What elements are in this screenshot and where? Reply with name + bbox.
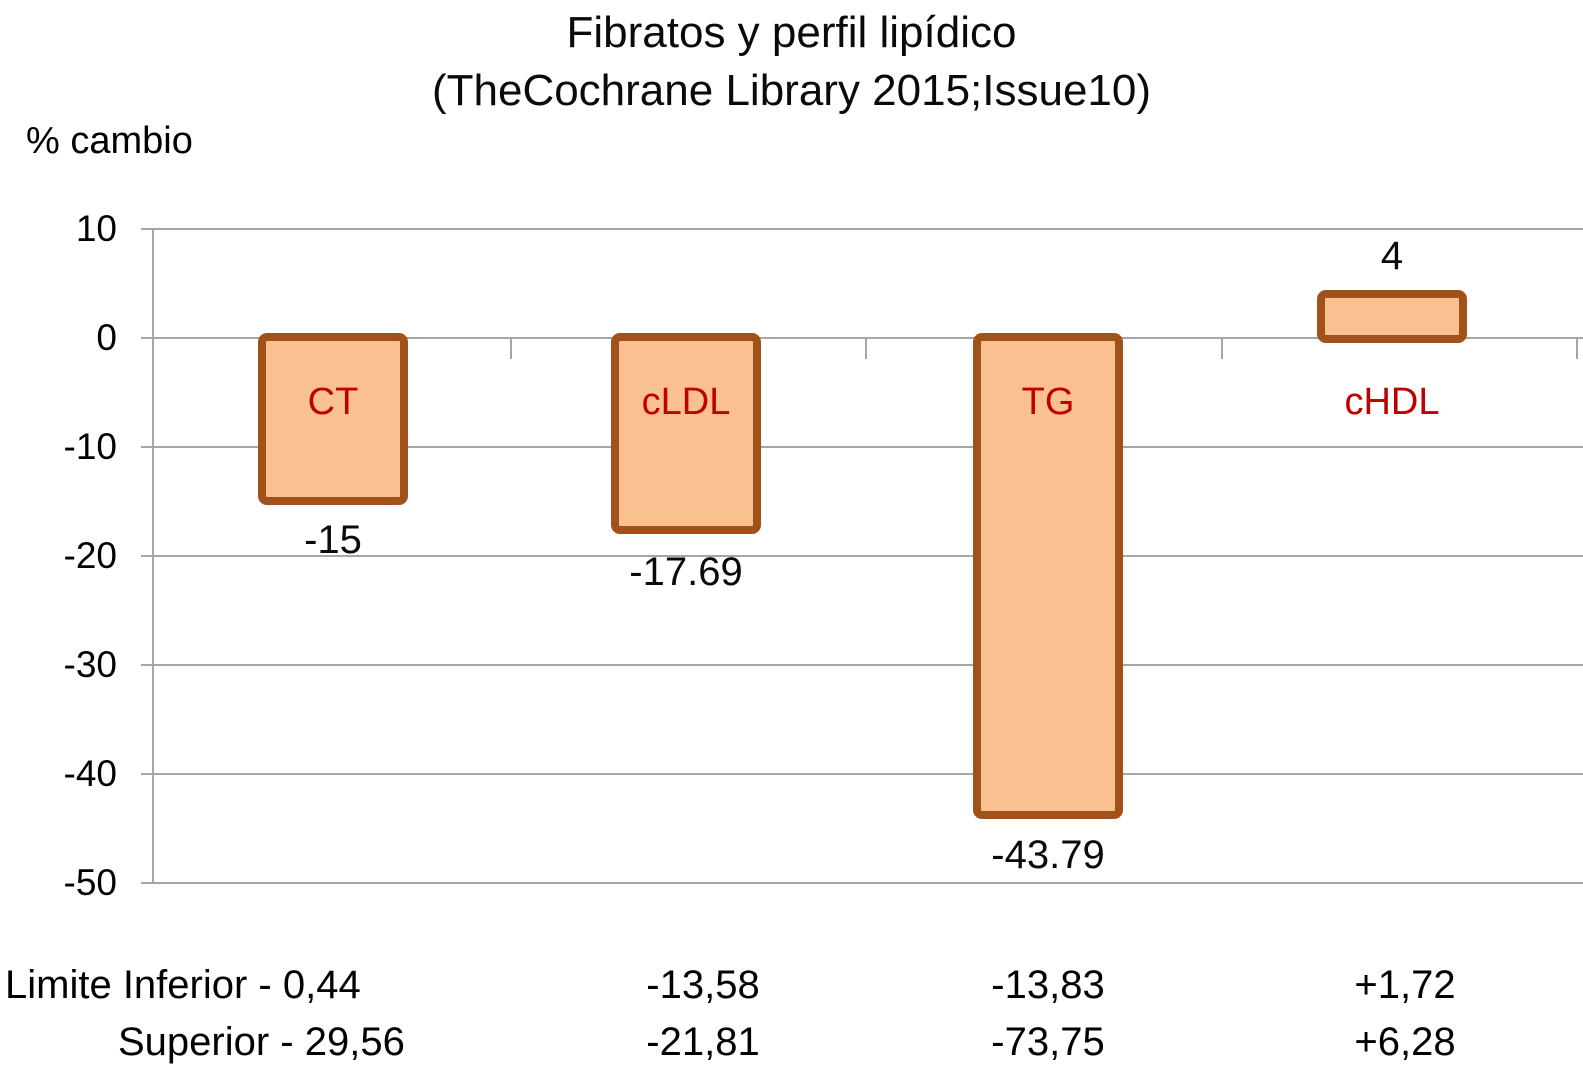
footer-superior-cldl: -21,81 [646, 1020, 760, 1064]
value-label-tg: -43.79 [991, 833, 1105, 877]
gridline-minus50 [141, 882, 1583, 884]
x-axis-tick-1 [510, 339, 512, 359]
footer-inferior-chdl: +1,72 [1354, 963, 1456, 1007]
chart-title-line2: (TheCochrane Library 2015;Issue10) [431, 66, 1152, 115]
gridline-0 [141, 337, 1583, 339]
bar-ct [258, 333, 408, 505]
footer-limite-inferior-label: Limite Inferior - 0,44 [5, 963, 361, 1007]
bar-cldl [611, 333, 761, 534]
footer-superior-tg: -73,75 [991, 1020, 1105, 1064]
y-tick-label-minus40: -40 [63, 753, 117, 794]
y-tick-label-minus50: -50 [63, 862, 117, 903]
chart-title-line1: Fibratos y perfil lipídico [566, 8, 1017, 57]
bar-chdl [1317, 290, 1467, 343]
value-label-ct: -15 [304, 518, 362, 562]
footer-superior-label: Superior - 29,56 [118, 1020, 405, 1064]
value-label-cldl: -17.69 [629, 550, 743, 594]
value-label-chdl: 4 [1380, 234, 1404, 278]
gridline-minus30 [141, 664, 1583, 666]
y-tick-label-10: 10 [75, 208, 117, 249]
category-label-tg: TG [1021, 381, 1075, 423]
gridline-minus40 [141, 773, 1583, 775]
x-axis-tick-4 [1576, 339, 1578, 359]
y-axis-line [152, 228, 154, 884]
y-axis-title: % cambio [26, 120, 193, 162]
y-tick-label-minus30: -30 [63, 644, 117, 685]
category-label-cldl: cLDL [641, 381, 731, 423]
footer-superior-chdl: +6,28 [1354, 1020, 1456, 1064]
category-label-chdl: cHDL [1344, 381, 1440, 423]
bar-tg [973, 333, 1123, 819]
y-tick-label-minus10: -10 [63, 426, 117, 467]
gridline-minus20 [141, 555, 1583, 557]
x-axis-tick-3 [1221, 339, 1223, 359]
gridline-10 [141, 228, 1583, 230]
footer-inferior-cldl: -13,58 [646, 963, 760, 1007]
y-tick-label-0: 0 [96, 317, 117, 358]
gridline-minus10 [141, 446, 1583, 448]
y-tick-label-minus20: -20 [63, 535, 117, 576]
category-label-ct: CT [307, 381, 359, 423]
x-axis-tick-2 [865, 339, 867, 359]
footer-inferior-tg: -13,83 [991, 963, 1105, 1007]
chart-title: Fibratos y perfil lipídico (TheCochrane … [0, 4, 1583, 120]
